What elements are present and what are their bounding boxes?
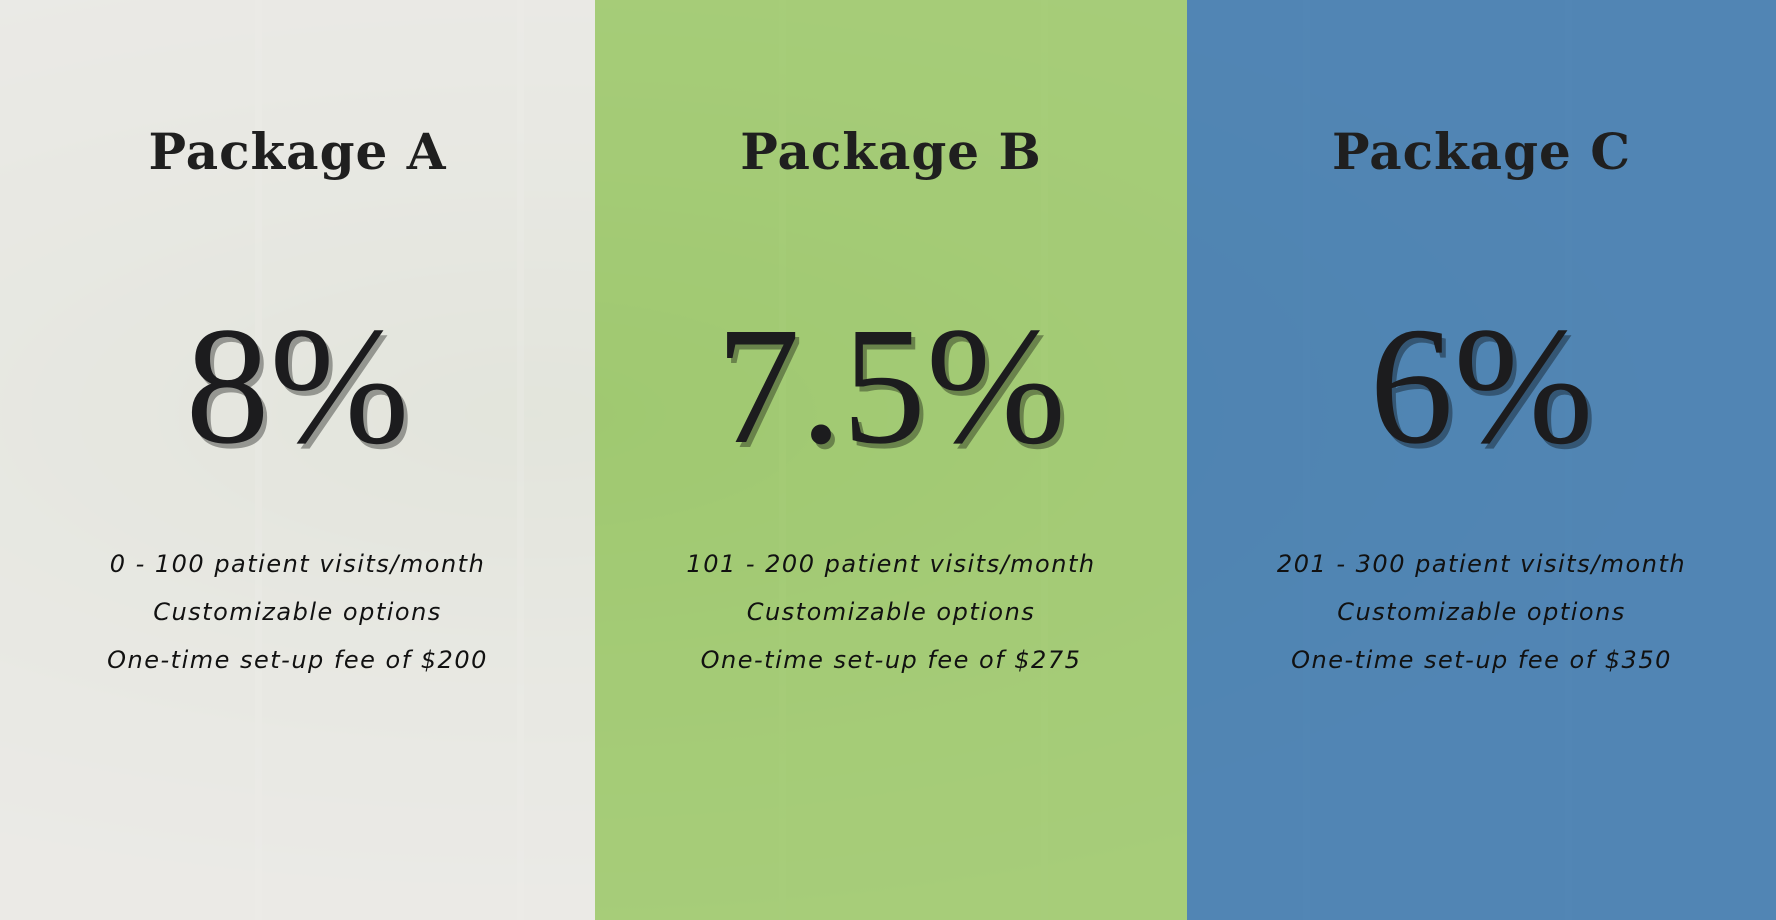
visits-range: 201 - 300 patient visits/month [1276, 550, 1687, 578]
options-text: Customizable options [746, 598, 1036, 626]
package-a-card: Package A 8% 0 - 100 patient visits/mont… [0, 0, 595, 920]
setup-fee: One-time set-up fee of $275 [700, 646, 1082, 674]
package-details: 0 - 100 patient visits/month Customizabl… [0, 540, 595, 684]
package-details: 101 - 200 patient visits/month Customiza… [595, 540, 1187, 684]
package-rate: 8% [185, 293, 410, 479]
options-text: Customizable options [153, 598, 442, 626]
package-rate: 7.5% [716, 293, 1066, 479]
setup-fee: One-time set-up fee of $200 [107, 646, 488, 674]
options-text: Customizable options [1337, 598, 1626, 626]
package-title: Package B [740, 122, 1042, 181]
package-details: 201 - 300 patient visits/month Customiza… [1187, 540, 1776, 684]
package-title: Package C [1331, 122, 1632, 181]
package-b-card: Package B 7.5% 101 - 200 patient visits/… [595, 0, 1187, 920]
package-title: Package A [148, 122, 447, 181]
visits-range: 101 - 200 patient visits/month [686, 550, 1096, 578]
package-rate: 6% [1369, 293, 1594, 479]
visits-range: 0 - 100 patient visits/month [109, 550, 486, 578]
setup-fee: One-time set-up fee of $350 [1291, 646, 1672, 674]
package-c-card: Package C 6% 201 - 300 patient visits/mo… [1187, 0, 1776, 920]
